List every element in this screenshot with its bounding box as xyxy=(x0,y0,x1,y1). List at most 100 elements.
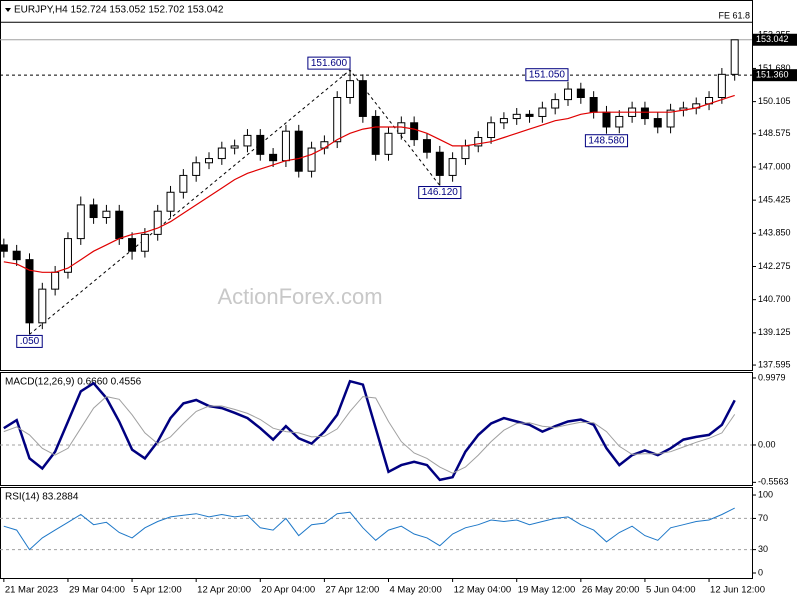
candle-body xyxy=(717,73,726,99)
candle-body xyxy=(358,80,367,117)
y-tick-label: 148.575 xyxy=(758,128,791,138)
rsi-panel-frame xyxy=(0,487,753,579)
line-label: FE 61.8 xyxy=(718,11,750,21)
panel-title: EURJPY,H4 152.724 153.052 152.702 153.04… xyxy=(14,5,224,16)
pivot-box xyxy=(307,56,351,70)
candle-body xyxy=(730,39,739,75)
y-tick-label: 143.850 xyxy=(758,228,791,238)
pivot-annotation: .050 xyxy=(16,334,43,348)
indicator-line xyxy=(3,396,736,474)
y-tick-label: 142.275 xyxy=(758,261,791,271)
candle-body xyxy=(397,122,406,134)
indicator-line xyxy=(3,507,735,551)
candle-body xyxy=(461,145,470,160)
candle-body xyxy=(525,113,534,117)
candle-body xyxy=(102,210,111,219)
candle-body xyxy=(204,158,213,164)
candle-body xyxy=(128,238,137,252)
candle-body xyxy=(294,130,303,172)
price-tag-label: 153.042 xyxy=(756,34,789,44)
y-tick-label: 150.105 xyxy=(758,96,791,106)
price-tag xyxy=(753,33,797,46)
candle-body xyxy=(653,118,662,128)
candle-body xyxy=(564,88,573,101)
watermark: ActionForex.com xyxy=(217,284,382,309)
candle-body xyxy=(89,204,98,219)
candle-body xyxy=(12,250,21,261)
y-tick-label: 70 xyxy=(758,513,768,523)
candle-body xyxy=(281,130,290,162)
x-tick-label: 29 Mar 04:00 xyxy=(69,585,125,596)
pivot-label: 148.580 xyxy=(588,135,625,146)
candle-body xyxy=(589,97,598,113)
candle-body xyxy=(76,204,85,240)
y-tick-label: 0.9979 xyxy=(758,372,786,382)
x-tick-label: 21 Mar 2023 xyxy=(5,585,58,596)
pivot-annotation: 148.580 xyxy=(584,134,629,148)
price-panel-frame xyxy=(0,0,753,371)
pivot-label: 151.050 xyxy=(529,69,566,80)
candle-body xyxy=(551,99,560,109)
pivot-label: .050 xyxy=(20,336,40,347)
candle-body xyxy=(499,118,508,124)
x-tick-label: 5 Apr 12:00 xyxy=(133,585,182,596)
x-tick-label: 5 Jun 04:00 xyxy=(646,585,696,596)
y-tick-label: 100 xyxy=(758,489,773,499)
candle-body xyxy=(384,132,393,155)
y-tick-label: -0.5563 xyxy=(758,477,789,487)
candle-body xyxy=(0,244,8,252)
candle-body xyxy=(115,210,124,240)
candle-body xyxy=(538,107,547,117)
panel-title: MACD(12,26,9) 0.6660 0.4556 xyxy=(5,377,142,388)
candle-body xyxy=(243,134,252,147)
candle-body xyxy=(63,238,72,273)
candle-body xyxy=(487,122,496,139)
candle-body xyxy=(179,174,188,193)
y-tick-label: 137.595 xyxy=(758,359,791,369)
x-tick-label: 20 Apr 04:00 xyxy=(261,585,315,596)
price-tag-label: 151.360 xyxy=(756,70,789,80)
pivot-box xyxy=(418,186,462,200)
candle-body xyxy=(38,288,47,324)
x-tick-label: 19 May 12:00 xyxy=(518,585,576,596)
candle-body xyxy=(307,147,316,172)
y-tick-label: 30 xyxy=(758,544,768,554)
pivot-box xyxy=(16,334,43,348)
panel-title: RSI(14) 83.2884 xyxy=(5,492,79,503)
y-tick-label: 0 xyxy=(758,567,763,577)
x-tick-label: 27 Apr 12:00 xyxy=(325,585,379,596)
candle-body xyxy=(333,97,342,143)
pivot-annotation: 146.120 xyxy=(418,186,462,200)
candle-body xyxy=(269,153,278,162)
candle-body xyxy=(640,107,649,120)
candle-body xyxy=(230,145,239,149)
candle-body xyxy=(192,162,201,176)
y-tick-label: 145.425 xyxy=(758,195,791,205)
macd-panel-frame xyxy=(0,372,753,486)
pivot-label: 146.120 xyxy=(422,187,459,198)
x-tick-label: 12 May 04:00 xyxy=(454,585,512,596)
candle-body xyxy=(371,115,380,155)
candle-body xyxy=(448,158,457,176)
x-tick-label: 12 Jun 12:00 xyxy=(710,585,765,596)
candle-body xyxy=(474,137,483,147)
candle-body xyxy=(140,233,149,252)
pivot-box xyxy=(584,134,629,148)
candle-body xyxy=(51,271,60,290)
pivot-annotation: 151.050 xyxy=(525,68,569,82)
x-tick-label: 4 May 20:00 xyxy=(390,585,442,596)
candle-body xyxy=(153,210,162,235)
y-tick-label: 139.125 xyxy=(758,327,791,337)
y-tick-label: 0.00 xyxy=(758,439,776,449)
candle-body xyxy=(576,88,585,99)
y-tick-label: 140.700 xyxy=(758,294,791,304)
candle-body xyxy=(217,147,226,160)
projection-line xyxy=(29,69,441,335)
candle-body xyxy=(615,115,624,128)
x-tick-label: 26 May 20:00 xyxy=(582,585,640,596)
candle-body xyxy=(25,259,34,324)
candle-body xyxy=(422,139,431,153)
